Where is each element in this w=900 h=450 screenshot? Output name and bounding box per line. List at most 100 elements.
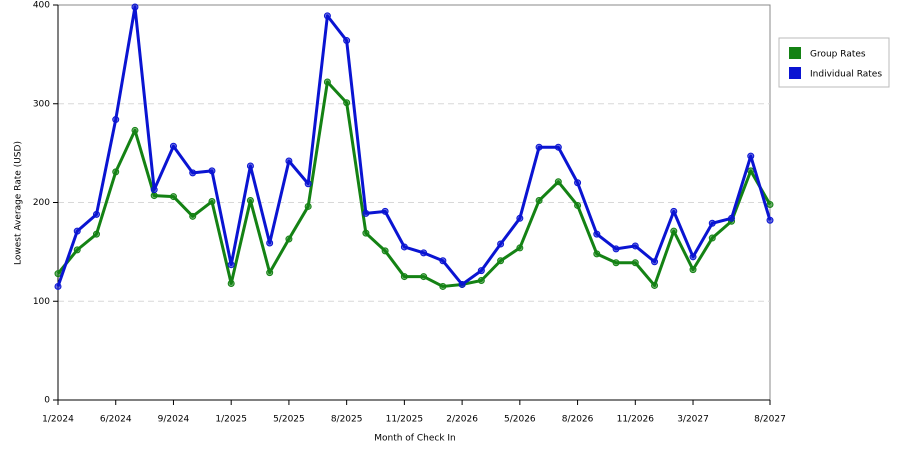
data-point (227, 261, 235, 269)
data-point (362, 209, 370, 217)
data-point (593, 230, 601, 238)
data-point (92, 210, 100, 218)
data-point (362, 229, 370, 237)
data-point (169, 142, 177, 150)
data-point (439, 257, 447, 265)
data-point (593, 250, 601, 258)
x-tick-label: 8/2026 (562, 415, 594, 425)
data-point (189, 212, 197, 220)
data-point (535, 143, 543, 151)
data-point (766, 216, 774, 224)
x-tick-label: 5/2026 (504, 415, 536, 425)
data-point (112, 168, 120, 176)
data-point (420, 273, 428, 281)
data-point (497, 257, 505, 265)
data-point (554, 143, 562, 151)
x-tick-label: 8/2027 (754, 415, 786, 425)
data-point (381, 247, 389, 255)
data-point (439, 282, 447, 290)
data-point (323, 78, 331, 86)
x-tick-label: 1/2025 (215, 415, 247, 425)
data-point (670, 227, 678, 235)
data-point (227, 279, 235, 287)
data-point (92, 230, 100, 238)
data-point (651, 281, 659, 289)
data-point (285, 157, 293, 165)
data-point (150, 192, 158, 200)
data-point (246, 162, 254, 170)
y-tick-label: 100 (33, 297, 50, 307)
data-point (323, 12, 331, 20)
data-point (208, 198, 216, 206)
data-point (689, 253, 697, 261)
x-tick-label: 11/2026 (617, 415, 655, 425)
x-tick-label: 2/2026 (446, 415, 478, 425)
data-point (73, 246, 81, 254)
data-point (189, 169, 197, 177)
data-point (266, 239, 274, 247)
data-point (612, 245, 620, 253)
data-point (631, 259, 639, 267)
legend-swatch (789, 67, 801, 79)
data-point (612, 259, 620, 267)
data-point (304, 180, 312, 188)
data-point (73, 227, 81, 235)
data-point (343, 99, 351, 107)
series-line (56, 80, 772, 288)
data-point (747, 152, 755, 160)
y-axis-label: Lowest Average Rate (USD) (14, 141, 24, 265)
data-point (554, 178, 562, 186)
data-point (400, 243, 408, 251)
legend-label: Individual Rates (810, 70, 882, 80)
data-point (497, 240, 505, 248)
data-point (131, 126, 139, 134)
legend-box (778, 37, 890, 88)
data-point (631, 242, 639, 250)
data-point (766, 200, 774, 208)
series-line (56, 5, 772, 287)
x-tick-label: 5/2025 (273, 415, 305, 425)
data-point (285, 235, 293, 243)
x-tick-label: 6/2024 (100, 415, 132, 425)
data-point (54, 282, 62, 290)
x-tick-label: 9/2024 (158, 415, 190, 425)
data-point (246, 197, 254, 205)
data-point (728, 214, 736, 222)
x-tick-label: 11/2025 (386, 415, 423, 425)
y-tick-label: 0 (44, 396, 50, 406)
data-point (747, 167, 755, 175)
data-point (651, 258, 659, 266)
data-point (516, 214, 524, 222)
y-tick-label: 300 (33, 99, 50, 109)
data-point (670, 207, 678, 215)
data-point (420, 249, 428, 257)
data-point (477, 277, 485, 285)
data-point (689, 266, 697, 274)
data-point (266, 269, 274, 277)
data-point (477, 267, 485, 275)
y-tick-label: 400 (33, 1, 50, 11)
legend-label: Group Rates (810, 50, 866, 60)
x-axis-label: Month of Check In (374, 434, 456, 444)
data-point (54, 270, 62, 278)
data-point (112, 116, 120, 124)
legend-swatch (789, 47, 801, 59)
x-tick-label: 1/2024 (42, 415, 74, 425)
data-point (304, 202, 312, 210)
y-tick-label: 200 (33, 198, 50, 208)
data-point (400, 273, 408, 281)
data-point (535, 197, 543, 205)
data-point (381, 207, 389, 215)
data-point (131, 3, 139, 11)
data-point (708, 219, 716, 227)
data-point (708, 234, 716, 242)
x-tick-label: 3/2027 (677, 415, 709, 425)
x-tick-label: 8/2025 (331, 415, 363, 425)
data-point (458, 280, 466, 288)
data-point (169, 193, 177, 201)
data-point (574, 201, 582, 209)
data-point (516, 244, 524, 252)
data-point (150, 186, 158, 194)
data-point (208, 167, 216, 175)
